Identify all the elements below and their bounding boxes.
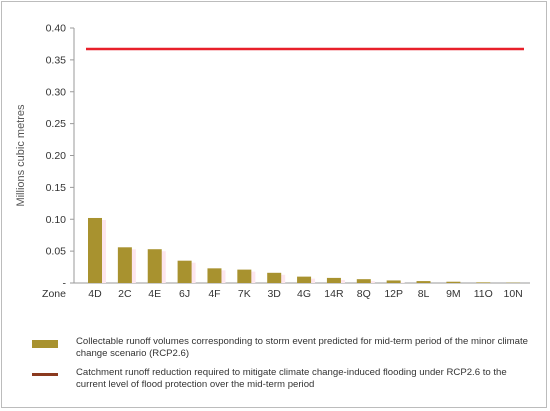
bar-2C xyxy=(117,247,132,283)
x-tick-label: 3D xyxy=(267,288,281,300)
y-tick-label: 0.40 xyxy=(46,23,67,35)
x-tick-label: 8L xyxy=(418,288,430,300)
y-tick-label: 0.35 xyxy=(46,54,67,66)
bar-11O xyxy=(476,282,491,283)
y-tick-label: 0.10 xyxy=(46,214,67,226)
x-tick-label: 6J xyxy=(179,288,190,300)
bar-4D xyxy=(88,217,102,283)
x-tick-label: 9M xyxy=(446,288,461,300)
bar-4F xyxy=(207,268,222,283)
bar-12P xyxy=(386,280,401,283)
x-axis-prefix-label: Zone xyxy=(42,288,66,300)
bar-3D xyxy=(267,272,282,283)
x-tick-label: 4F xyxy=(208,288,220,300)
x-tick-label: 12P xyxy=(384,288,403,300)
bar-6J xyxy=(177,260,192,283)
x-tick-label: 11O xyxy=(474,288,493,300)
y-tick-label: 0.30 xyxy=(46,86,67,98)
y-tick-label: 0.25 xyxy=(46,118,67,130)
legend-swatch-bar xyxy=(32,340,58,348)
legend-item-runoff-reduction: Catchment runoff reduction required to m… xyxy=(32,367,532,391)
legend-item-runoff-volumes: Collectable runoff volumes corresponding… xyxy=(32,336,532,360)
bar-9M xyxy=(446,281,461,283)
legend-label-runoff-volumes: Collectable runoff volumes corresponding… xyxy=(76,336,529,359)
y-tick-label: 0.15 xyxy=(46,182,67,194)
y-tick-label: 0.20 xyxy=(46,150,67,162)
legend-label-runoff-reduction: Catchment runoff reduction required to m… xyxy=(76,367,507,390)
y-tick-label: 0.05 xyxy=(46,246,67,258)
legend-swatch-line xyxy=(32,373,58,376)
y-tick-label: - xyxy=(63,278,67,290)
x-tick-label: 10N xyxy=(504,288,523,300)
x-tick-label: 14R xyxy=(324,288,344,300)
bar-4G xyxy=(297,276,312,283)
x-tick-label: 4E xyxy=(148,288,161,300)
x-tick-label: 7K xyxy=(238,288,251,300)
bar-7K xyxy=(237,269,252,283)
bar-chart: - 0.05 0.10 0.15 0.20 0.25 0.30 0.35 0.40 Million… xyxy=(15,23,530,300)
x-tick-label: 2C xyxy=(118,288,132,300)
x-tick-label: 4D xyxy=(88,288,102,300)
chart-legend: Collectable runoff volumes corresponding… xyxy=(32,336,532,398)
bar-14R xyxy=(326,277,341,283)
bar-4E xyxy=(147,249,162,283)
bar-8L xyxy=(416,281,431,283)
bar-8Q xyxy=(356,279,371,283)
y-axis-title: Millions cubic metres xyxy=(15,104,27,207)
x-tick-label: 4G xyxy=(297,288,311,300)
x-tick-label: 8Q xyxy=(357,288,371,300)
